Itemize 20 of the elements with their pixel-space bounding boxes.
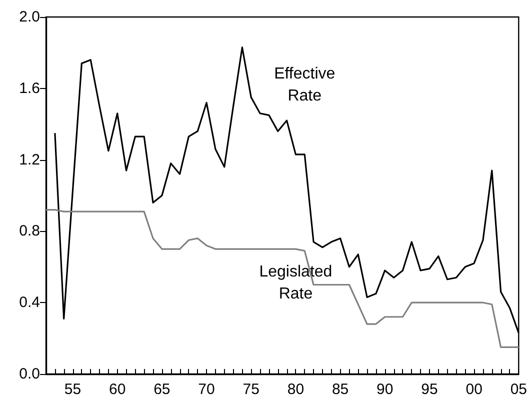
x-tick-label: 05	[510, 381, 527, 398]
x-tick-label: 00	[466, 381, 482, 398]
y-tick-label: 1.2	[19, 151, 40, 168]
x-tick-label: 55	[64, 381, 82, 398]
x-tick-label: 95	[421, 381, 438, 398]
y-tick-label: 1.6	[19, 80, 40, 97]
x-tick-label: 60	[109, 381, 126, 398]
series-label: Legislated Rate	[259, 263, 332, 302]
series-label: Effective Rate	[274, 65, 336, 104]
x-tick-label: 70	[198, 381, 215, 398]
x-tick-label: 75	[242, 381, 260, 398]
line-series	[45, 208, 520, 348]
x-tick-label: 65	[154, 381, 170, 398]
x-tick-label: 80	[287, 381, 304, 398]
y-tick-label: 0.4	[19, 294, 40, 312]
x-tick-label: 90	[376, 381, 394, 398]
x-tick-label: 85	[332, 381, 349, 398]
y-tick-label: 0.0	[19, 366, 40, 382]
y-tick-label: 2.0	[19, 8, 40, 26]
y-tick-label: 0.8	[19, 222, 40, 240]
